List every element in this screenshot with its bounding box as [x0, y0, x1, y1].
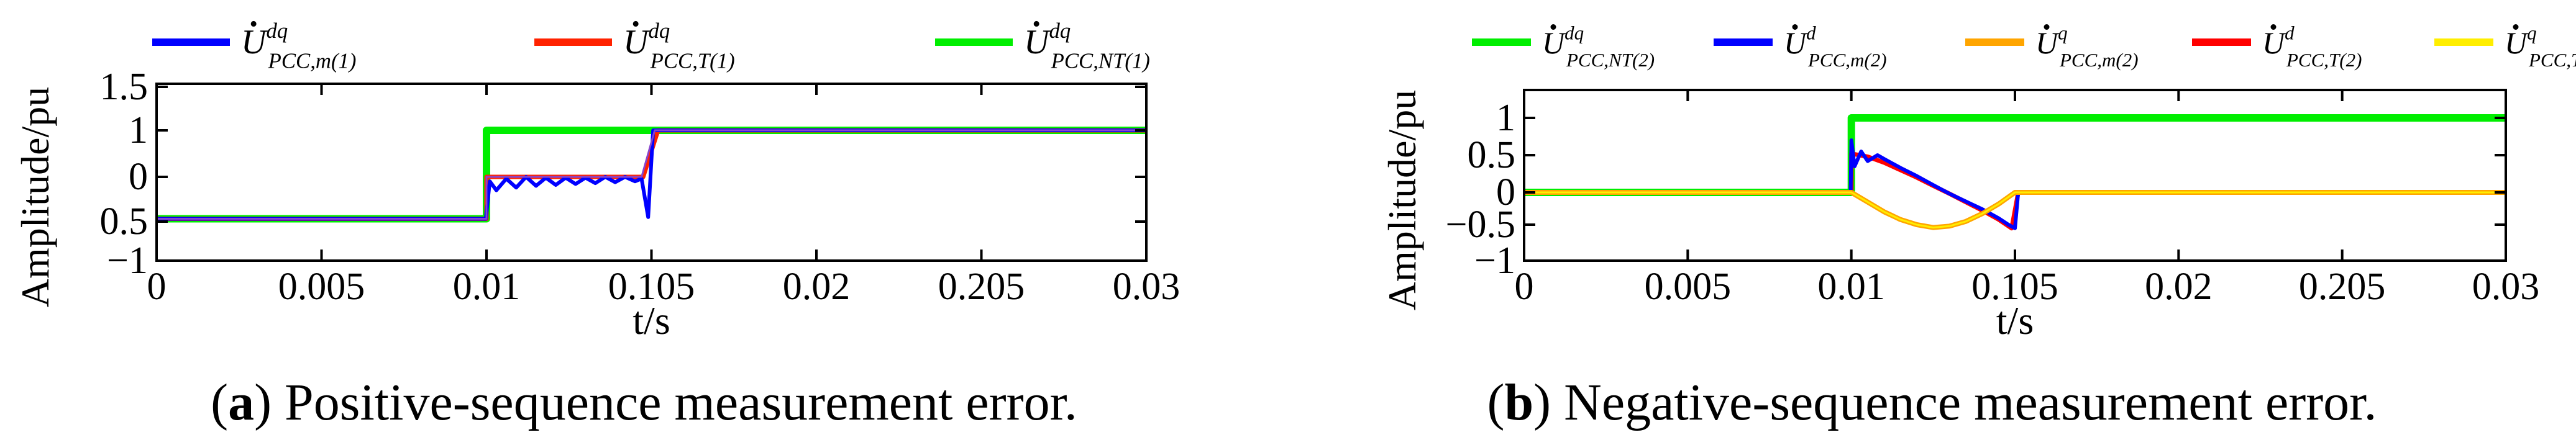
panel-a: 0 0.005 0.01 0.105 0.02 0.205 0.03 −1 0.5 0 1 1.5 t/…: [13, 19, 1181, 431]
x-tick-label: 0: [147, 266, 167, 308]
caption-b: (b) Negative-sequence measurement error.: [1487, 374, 2377, 431]
legend-label-sub: PCC,T(1): [650, 49, 735, 73]
y-tick-label: 0.5: [1468, 134, 1516, 176]
overdot-mark: [2513, 24, 2519, 30]
legend-label: Ud: [2262, 22, 2295, 61]
x-tick-label: 0.01: [453, 266, 521, 308]
y-tick-label: 1.5: [100, 66, 148, 108]
series-line-b-2: [1524, 138, 2506, 230]
legend-label-sub: PCC,NT(1): [1051, 49, 1150, 73]
legend-label: Uq: [2035, 22, 2068, 61]
legend-label: Udq: [623, 19, 670, 61]
legend-label-sub: PCC,m(2): [2059, 49, 2139, 71]
x-tick-label: 0.02: [2145, 266, 2213, 308]
caption-a: (a) Positive-sequence measurement error.: [211, 374, 1077, 431]
chart-a: 0 0.005 0.01 0.105 0.02 0.205 0.03−10.5011.5t/…: [13, 19, 1181, 343]
x-tick-label: 0.03: [1113, 266, 1181, 308]
y-tick-label: −1: [107, 240, 148, 282]
y-tick-label: 0.5: [100, 200, 148, 243]
legend-label: Uq: [2505, 22, 2537, 61]
y-tick-label: 1: [1496, 97, 1515, 139]
y-tick-label: 1: [129, 109, 148, 151]
y-tick-label: 0: [1496, 171, 1515, 214]
series-line-a-3: [157, 129, 1146, 220]
overdot-mark: [1033, 20, 1039, 27]
y-axis-title: Amplitude/pu: [13, 87, 57, 308]
x-tick-label: 0.02: [783, 266, 851, 308]
series-line-b-4: [1524, 191, 2506, 229]
overdot-mark: [2044, 24, 2050, 30]
overdot-mark: [2270, 24, 2277, 30]
caption-a-label: a: [228, 374, 255, 431]
x-tick-label: 0.005: [1645, 266, 1732, 308]
caption-b-text: Negative-sequence measurement error.: [1551, 374, 2377, 431]
x-tick-label: 0.205: [2299, 266, 2386, 308]
y-tick-label: 0: [129, 156, 148, 198]
overdot-mark: [1550, 24, 1556, 30]
y-tick-label: −1: [1474, 240, 1515, 282]
x-tick-label: 0.005: [278, 266, 365, 308]
legend-label: Udq: [241, 19, 288, 61]
y-axis-title: Amplitude/pu: [1380, 90, 1424, 311]
x-axis-title: t/s: [633, 299, 670, 343]
legend-label-sub: PCC,T(2): [2528, 49, 2576, 71]
x-tick-label: 0: [1515, 266, 1534, 308]
legend-label: Ud: [1784, 22, 1816, 61]
legend-label-sub: PCC,NT(2): [1566, 49, 1655, 71]
x-tick-label: 0.105: [1971, 266, 2058, 308]
series-line-b-0: [1524, 114, 2506, 196]
overdot-mark: [1792, 24, 1798, 30]
legend-label-sub: PCC,T(2): [2286, 49, 2362, 71]
x-axis-title: t/s: [1996, 299, 2034, 343]
legend-label: Udq: [1024, 19, 1071, 61]
overdot-mark: [250, 20, 257, 27]
panel-b: 0 0.005 0.01 0.105 0.02 0.205 0.03 −1 −0.5 0 0.5 1 t…: [1288, 0, 2576, 445]
chart-b: 0 0.005 0.01 0.105 0.02 0.205 0.03−1−0.500.51t…: [1380, 22, 2576, 343]
y-tick-label: −0.5: [1446, 204, 1515, 246]
x-tick-label: 0.105: [608, 266, 695, 308]
x-tick-label: 0.01: [1817, 266, 1885, 308]
caption-a-text: Positive-sequence measurement error.: [272, 374, 1077, 431]
legend-label: Udq: [1542, 22, 1584, 61]
caption-b-label: b: [1504, 374, 1534, 431]
legend-label-sub: PCC,m(1): [268, 49, 357, 73]
overdot-mark: [633, 20, 639, 27]
x-tick-label: 0.205: [938, 266, 1025, 308]
legend-label-sub: PCC,m(2): [1807, 49, 1887, 71]
x-tick-label: 0.03: [2472, 266, 2540, 308]
